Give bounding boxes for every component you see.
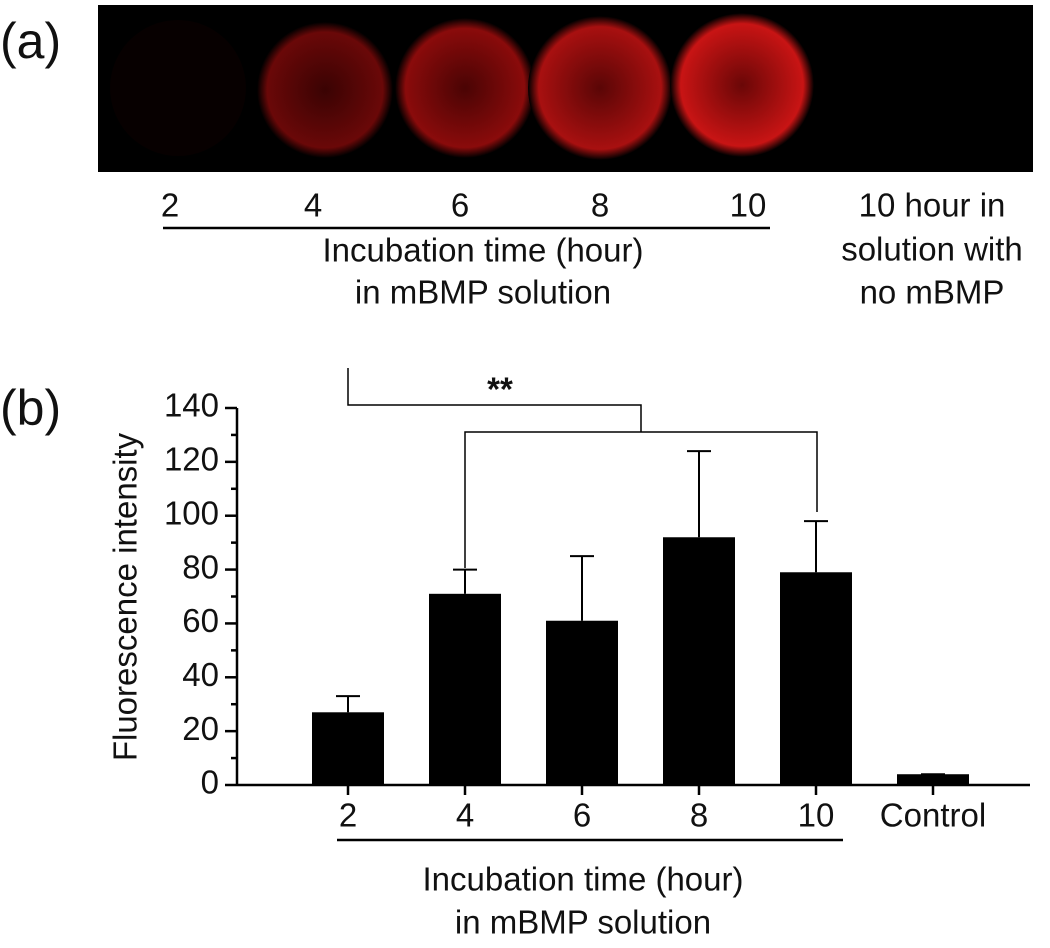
panel-label: (b) (0, 380, 61, 436)
y-tick-label: 0 (201, 764, 219, 801)
annotation: ** (487, 371, 513, 408)
time-label: 2 (161, 187, 179, 224)
x-tick-label: 6 (573, 797, 591, 834)
sample-disc (257, 22, 393, 158)
sample-disc (670, 13, 814, 157)
xlabel: Incubation time (hour) (323, 232, 644, 269)
time-label: 4 (304, 187, 322, 224)
panel-label: (a) (0, 13, 61, 69)
y-tick-label: 80 (182, 548, 219, 585)
sample-disc (528, 16, 672, 160)
control-label: 10 hour in (859, 187, 1006, 224)
x-tick-label: 2 (339, 797, 357, 834)
y-axis-title: Fluorescence intensity (107, 432, 144, 761)
sample-disc (110, 20, 246, 156)
bar (780, 572, 852, 785)
significance-bracket (464, 431, 818, 568)
x-tick-label: 10 (798, 797, 835, 834)
x-tick-label: 8 (690, 797, 708, 834)
control-label: no mBMP (860, 274, 1005, 311)
time-label: 10 (730, 187, 767, 224)
bar (546, 620, 618, 785)
bar (897, 774, 969, 785)
x-axis-title: in mBMP solution (455, 904, 711, 941)
x-tick-label: 4 (456, 797, 474, 834)
y-tick-label: 60 (182, 602, 219, 639)
time-label: 8 (591, 187, 609, 224)
bar (663, 537, 735, 785)
sample-disc (395, 18, 535, 158)
x-axis-title: Incubation time (hour) (423, 861, 744, 898)
control-label: solution with (841, 231, 1023, 268)
y-tick-label: 140 (164, 387, 219, 424)
bar (312, 712, 384, 785)
y-tick-label: 120 (164, 441, 219, 478)
y-tick-label: 40 (182, 656, 219, 693)
y-tick-label: 20 (182, 710, 219, 747)
time-label: 6 (451, 187, 469, 224)
bar (429, 593, 501, 785)
x-tick-label: Control (880, 797, 986, 834)
y-tick-label: 100 (164, 494, 219, 531)
xlabel: in mBMP solution (355, 274, 611, 311)
significance-bracket (347, 368, 642, 432)
